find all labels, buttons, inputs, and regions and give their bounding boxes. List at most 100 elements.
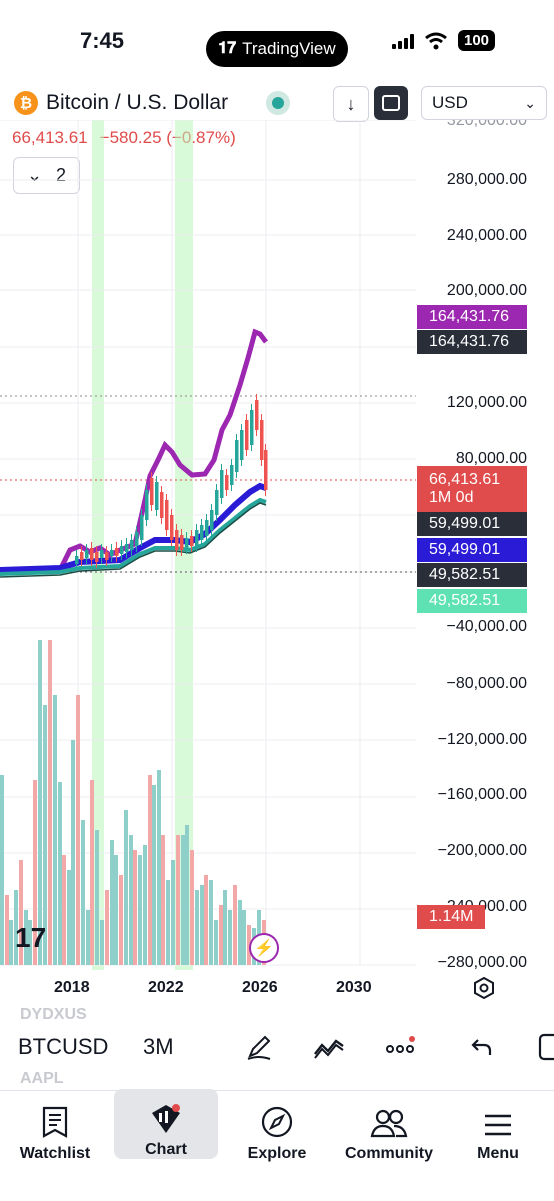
nav-explore[interactable]: Explore — [232, 1091, 322, 1163]
y-axis-label: −280,000.00 — [437, 954, 527, 971]
volume-bar — [148, 775, 152, 965]
app-name: TradingView — [242, 39, 336, 58]
currency-value: USD — [432, 93, 468, 112]
lower-band-edge — [0, 502, 267, 578]
indicators-count: 2 — [56, 165, 67, 185]
candle-body — [85, 550, 89, 558]
volume-bar — [90, 780, 94, 965]
arrow-down-icon: ↓ — [346, 93, 356, 114]
candle-body — [225, 475, 229, 490]
quote-line: 66,413.61 −580.25 (−0.87%) — [12, 128, 236, 148]
nav-menu[interactable]: Menu — [456, 1091, 540, 1163]
upper-band-tag: 164,431.76 — [417, 305, 527, 329]
volume-bar — [242, 910, 246, 965]
volume-bar — [171, 860, 175, 965]
candle-body — [180, 535, 184, 550]
candle-body — [185, 538, 189, 548]
symbol-title[interactable]: Bitcoin / U.S. Dollar — [46, 91, 229, 114]
x-axis-label: 2018 — [54, 979, 90, 996]
nav-label: Community — [345, 1145, 433, 1162]
candle-body — [95, 552, 99, 562]
volume-bar — [28, 920, 32, 965]
volume-bar — [119, 875, 123, 965]
fullscreen-button[interactable] — [374, 86, 408, 120]
undo-icon — [471, 1039, 492, 1055]
volume-bar — [228, 910, 232, 965]
volume-tag: 1.14M — [417, 905, 485, 929]
candle-body — [230, 465, 234, 485]
volume-bar — [138, 855, 142, 965]
nav-watchlist[interactable]: Watchlist — [10, 1091, 100, 1163]
candle-body — [115, 548, 119, 556]
y-axis-label: −160,000.00 — [437, 786, 527, 803]
pen-icon — [247, 1035, 271, 1060]
candle-body — [245, 420, 249, 450]
volume-bar — [204, 875, 208, 965]
candle-body — [110, 550, 114, 556]
symbol-suggestion[interactable]: AAPL — [20, 1070, 64, 1087]
indicators-toggle-button[interactable]: ⌄ 2 — [13, 157, 80, 194]
candle-body — [135, 532, 139, 546]
lower-band-value-tag: 49,582.51 — [417, 563, 527, 587]
y-axis-label: 120,000.00 — [446, 394, 527, 411]
nav-label: Chart — [145, 1141, 187, 1158]
volume-bar — [185, 825, 189, 965]
candle-body — [260, 420, 264, 460]
candle-body — [255, 400, 259, 430]
volume-bar — [233, 885, 237, 965]
volume-bar — [238, 900, 242, 965]
more-tools-button[interactable] — [381, 1030, 419, 1064]
symbol-suggestion[interactable]: DYDXUS — [20, 1006, 87, 1023]
last-price-tag-value: 66,413.61 — [429, 471, 501, 488]
symbol-selector[interactable]: BTCUSD — [18, 1034, 109, 1059]
candle-body — [240, 430, 244, 460]
volume-bar — [95, 830, 99, 965]
candle-body — [195, 530, 199, 546]
candle-body — [75, 556, 79, 564]
tradingview-pill[interactable]: 𝟏𝟕 TradingView — [206, 31, 348, 67]
candle-body — [130, 540, 134, 550]
drawing-tool-button[interactable] — [240, 1030, 278, 1064]
currency-select[interactable]: USD ⌄ — [421, 86, 547, 120]
chart-settings-button[interactable] — [470, 974, 498, 1002]
tradingview-watermark: 17 — [15, 922, 47, 953]
nav-community[interactable]: Community — [336, 1091, 442, 1163]
volume-bar — [129, 835, 133, 965]
redo-button[interactable] — [526, 1030, 554, 1064]
volume-bar — [152, 785, 156, 965]
volume-bar — [157, 770, 161, 965]
volume-bar — [33, 780, 37, 965]
community-icon — [370, 1109, 408, 1138]
volume-bar — [190, 850, 194, 965]
interval-selector[interactable]: 3M — [143, 1034, 174, 1059]
upper-band-value-tag: 164,431.76 — [417, 330, 527, 354]
middle-band-tag: 59,499.01 — [417, 538, 527, 562]
volume-bar — [105, 890, 109, 965]
volume-bar — [62, 855, 66, 965]
more-dots-icon — [386, 1036, 415, 1053]
volume-bar — [86, 910, 90, 965]
candle-body — [205, 520, 209, 536]
undo-button[interactable] — [463, 1030, 501, 1064]
lower-band-tag: 49,582.51 — [417, 589, 527, 613]
volume-bar — [24, 910, 28, 965]
volume-bar — [114, 855, 118, 965]
trend-line-button[interactable] — [310, 1030, 348, 1064]
volume-bar — [124, 810, 128, 965]
price-chart[interactable] — [0, 120, 416, 970]
volume-bar — [14, 890, 18, 965]
market-status-icon[interactable] — [266, 91, 290, 115]
volume-bar — [38, 640, 42, 965]
bitcoin-icon: ₿ — [14, 91, 38, 115]
volume-bar — [0, 775, 4, 965]
volume-bar — [48, 640, 52, 965]
candle-body — [155, 482, 159, 510]
scroll-to-latest-button[interactable]: ↓ — [333, 86, 369, 122]
highlight-column — [92, 120, 104, 970]
nav-chart[interactable]: Chart — [114, 1089, 218, 1159]
nav-label: Menu — [477, 1145, 519, 1162]
lightning-icon[interactable]: ⚡ — [249, 933, 279, 963]
battery-indicator: 100 — [458, 30, 496, 51]
nav-label: Explore — [247, 1145, 307, 1162]
cellular-signal-icon — [392, 33, 414, 49]
